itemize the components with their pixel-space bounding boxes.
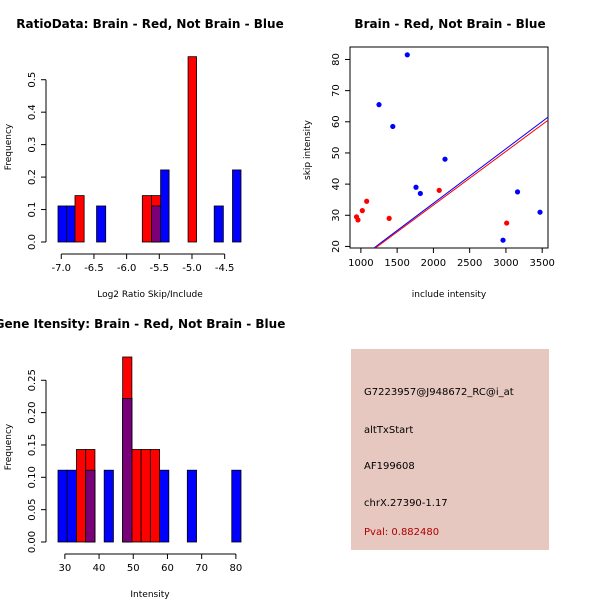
- ratio-brain-bar: [74, 195, 85, 243]
- gene-not-brain-bar: [103, 469, 114, 543]
- gene-not-brain-bar: [159, 469, 170, 543]
- intensity-scatter: Brain - Red, Not Brain - Blue include in…: [303, 17, 555, 300]
- gene-not-brain-bar: [186, 469, 197, 543]
- ratio-x-tick-label: -7.0: [52, 263, 72, 274]
- gene-x-tick-label: 80: [230, 563, 243, 574]
- scatter-x-tick-label: 2500: [457, 258, 482, 269]
- gene-y-axis-label: Frequency: [4, 423, 14, 470]
- gene-brain-bar: [131, 449, 142, 543]
- location-label: chrX.27390-1.17: [364, 498, 448, 509]
- ratio-y-axis-label: Frequency: [4, 123, 14, 170]
- scatter-x-tick-label: 2000: [421, 258, 446, 269]
- ratio-not-brain-bar: [96, 205, 107, 243]
- scatter-not-brain-point: [413, 184, 419, 190]
- scatter-y-tick-label: 40: [331, 178, 342, 191]
- ratio-y-tick-label: 0.1: [27, 202, 38, 218]
- ratio-overlap-bar: [151, 205, 162, 243]
- gene-overlap-bar: [122, 397, 133, 543]
- event-type-label: altTxStart: [364, 425, 414, 436]
- scatter-x-tick-label: 1500: [384, 258, 409, 269]
- gene-x-tick-label: 50: [127, 563, 140, 574]
- ratio-not-brain-bar: [160, 169, 170, 243]
- gene-not-brain-bar: [66, 469, 77, 543]
- scatter-brain-point: [355, 217, 361, 223]
- probe-info-panel: G7223957@J948672_RC@i_at altTxStart AF19…: [351, 349, 549, 550]
- ratio-brain-bar: [187, 56, 197, 243]
- scatter-x-tick-label: 3000: [493, 258, 518, 269]
- ratio-x-tick-label: -5.0: [182, 263, 202, 274]
- scatter-chart-title: Brain - Red, Not Brain - Blue: [354, 17, 545, 31]
- ratio-not-brain-bar: [232, 169, 242, 243]
- ratio-brain-bar: [141, 195, 152, 243]
- gene-chart-title: Gene Itensity: Brain - Red, Not Brain - …: [0, 317, 285, 331]
- gene-not-brain-bar: [57, 469, 68, 543]
- scatter-not-brain-point: [537, 209, 543, 215]
- scatter-brain-point: [504, 220, 510, 226]
- scatter-not-brain-fit-line: [373, 116, 548, 248]
- scatter-brain-point: [364, 198, 370, 204]
- ratio-not-brain-bar: [57, 205, 67, 243]
- scatter-y-axis-label: skip intensity: [303, 119, 313, 180]
- ratio-y-tick-label: 0.4: [27, 104, 38, 120]
- probe-id-label: G7223957@J948672_RC@i_at: [364, 387, 514, 398]
- ratio-chart-title: RatioData: Brain - Red, Not Brain - Blue: [16, 17, 283, 31]
- scatter-y-tick-label: 30: [331, 209, 342, 222]
- ratio-y-tick-label: 0.3: [27, 137, 38, 153]
- scatter-y-tick-label: 70: [331, 84, 342, 97]
- gene-y-tick-label: 0.20: [27, 401, 38, 423]
- gene-y-tick-label: 0.15: [27, 434, 38, 456]
- ratio-x-tick-label: -5.5: [150, 263, 170, 274]
- scatter-brain-point: [359, 208, 365, 214]
- scatter-y-tick-label: 60: [331, 115, 342, 128]
- ratio-x-tick-label: -4.5: [215, 263, 235, 274]
- scatter-x-tick-label: 1000: [348, 258, 373, 269]
- gene-x-tick-label: 70: [195, 563, 208, 574]
- gene-x-tick-label: 30: [58, 563, 71, 574]
- gene-y-tick-label: 0.10: [27, 466, 38, 488]
- scatter-not-brain-point: [514, 189, 521, 195]
- gene-brain-bar: [140, 449, 151, 543]
- ratio-y-tick-label: 0.0: [27, 234, 38, 250]
- ratio-x-tick-label: -6.5: [84, 263, 104, 274]
- gene-x-tick-label: 60: [161, 563, 174, 574]
- scatter-brain-point: [386, 215, 392, 221]
- scatter-not-brain-point: [404, 52, 410, 58]
- gene-y-tick-label: 0.00: [27, 531, 38, 553]
- gene-y-tick-label: 0.05: [27, 499, 38, 521]
- scatter-y-tick-label: 20: [331, 240, 342, 253]
- gene-x-tick-label: 40: [93, 563, 106, 574]
- scatter-not-brain-point: [390, 123, 396, 130]
- scatter-y-tick-label: 80: [331, 53, 342, 66]
- scatter-y-tick-label: 50: [331, 147, 342, 160]
- ratio-not-brain-bar: [213, 205, 224, 243]
- scatter-not-brain-point: [500, 237, 506, 243]
- ratio-x-tick-label: -6.0: [117, 263, 137, 274]
- scatter-brain-point: [436, 187, 442, 193]
- scatter-not-brain-point: [442, 156, 448, 162]
- gene-y-tick-label: 0.25: [27, 369, 38, 391]
- gene-overlap-bar: [85, 469, 96, 543]
- scatter-not-brain-point: [376, 102, 382, 108]
- gene-brain-bar: [76, 449, 87, 543]
- scatter-brain-fit-line: [375, 119, 548, 248]
- gene-brain-bar: [149, 449, 160, 543]
- ratio-y-tick-label: 0.5: [27, 72, 38, 88]
- gene-not-brain-bar: [231, 469, 242, 543]
- accession-label: AF199608: [364, 461, 415, 472]
- ratio-x-axis-label: Log2 Ratio Skip/Include: [97, 290, 203, 300]
- scatter-x-tick-label: 3500: [529, 258, 554, 269]
- gene-intensity-histogram: Gene Itensity: Brain - Red, Not Brain - …: [0, 317, 285, 600]
- gene-x-axis-label: Intensity: [130, 590, 170, 600]
- scatter-not-brain-point: [417, 190, 423, 197]
- ratio-histogram: RatioData: Brain - Red, Not Brain - Blue…: [4, 17, 284, 300]
- scatter-plot-frame: [349, 46, 549, 249]
- ratio-y-tick-label: 0.2: [27, 169, 38, 185]
- pval-label: Pval: 0.882480: [364, 527, 440, 538]
- ratio-not-brain-bar: [66, 205, 76, 243]
- scatter-x-axis-label: include intensity: [412, 290, 487, 300]
